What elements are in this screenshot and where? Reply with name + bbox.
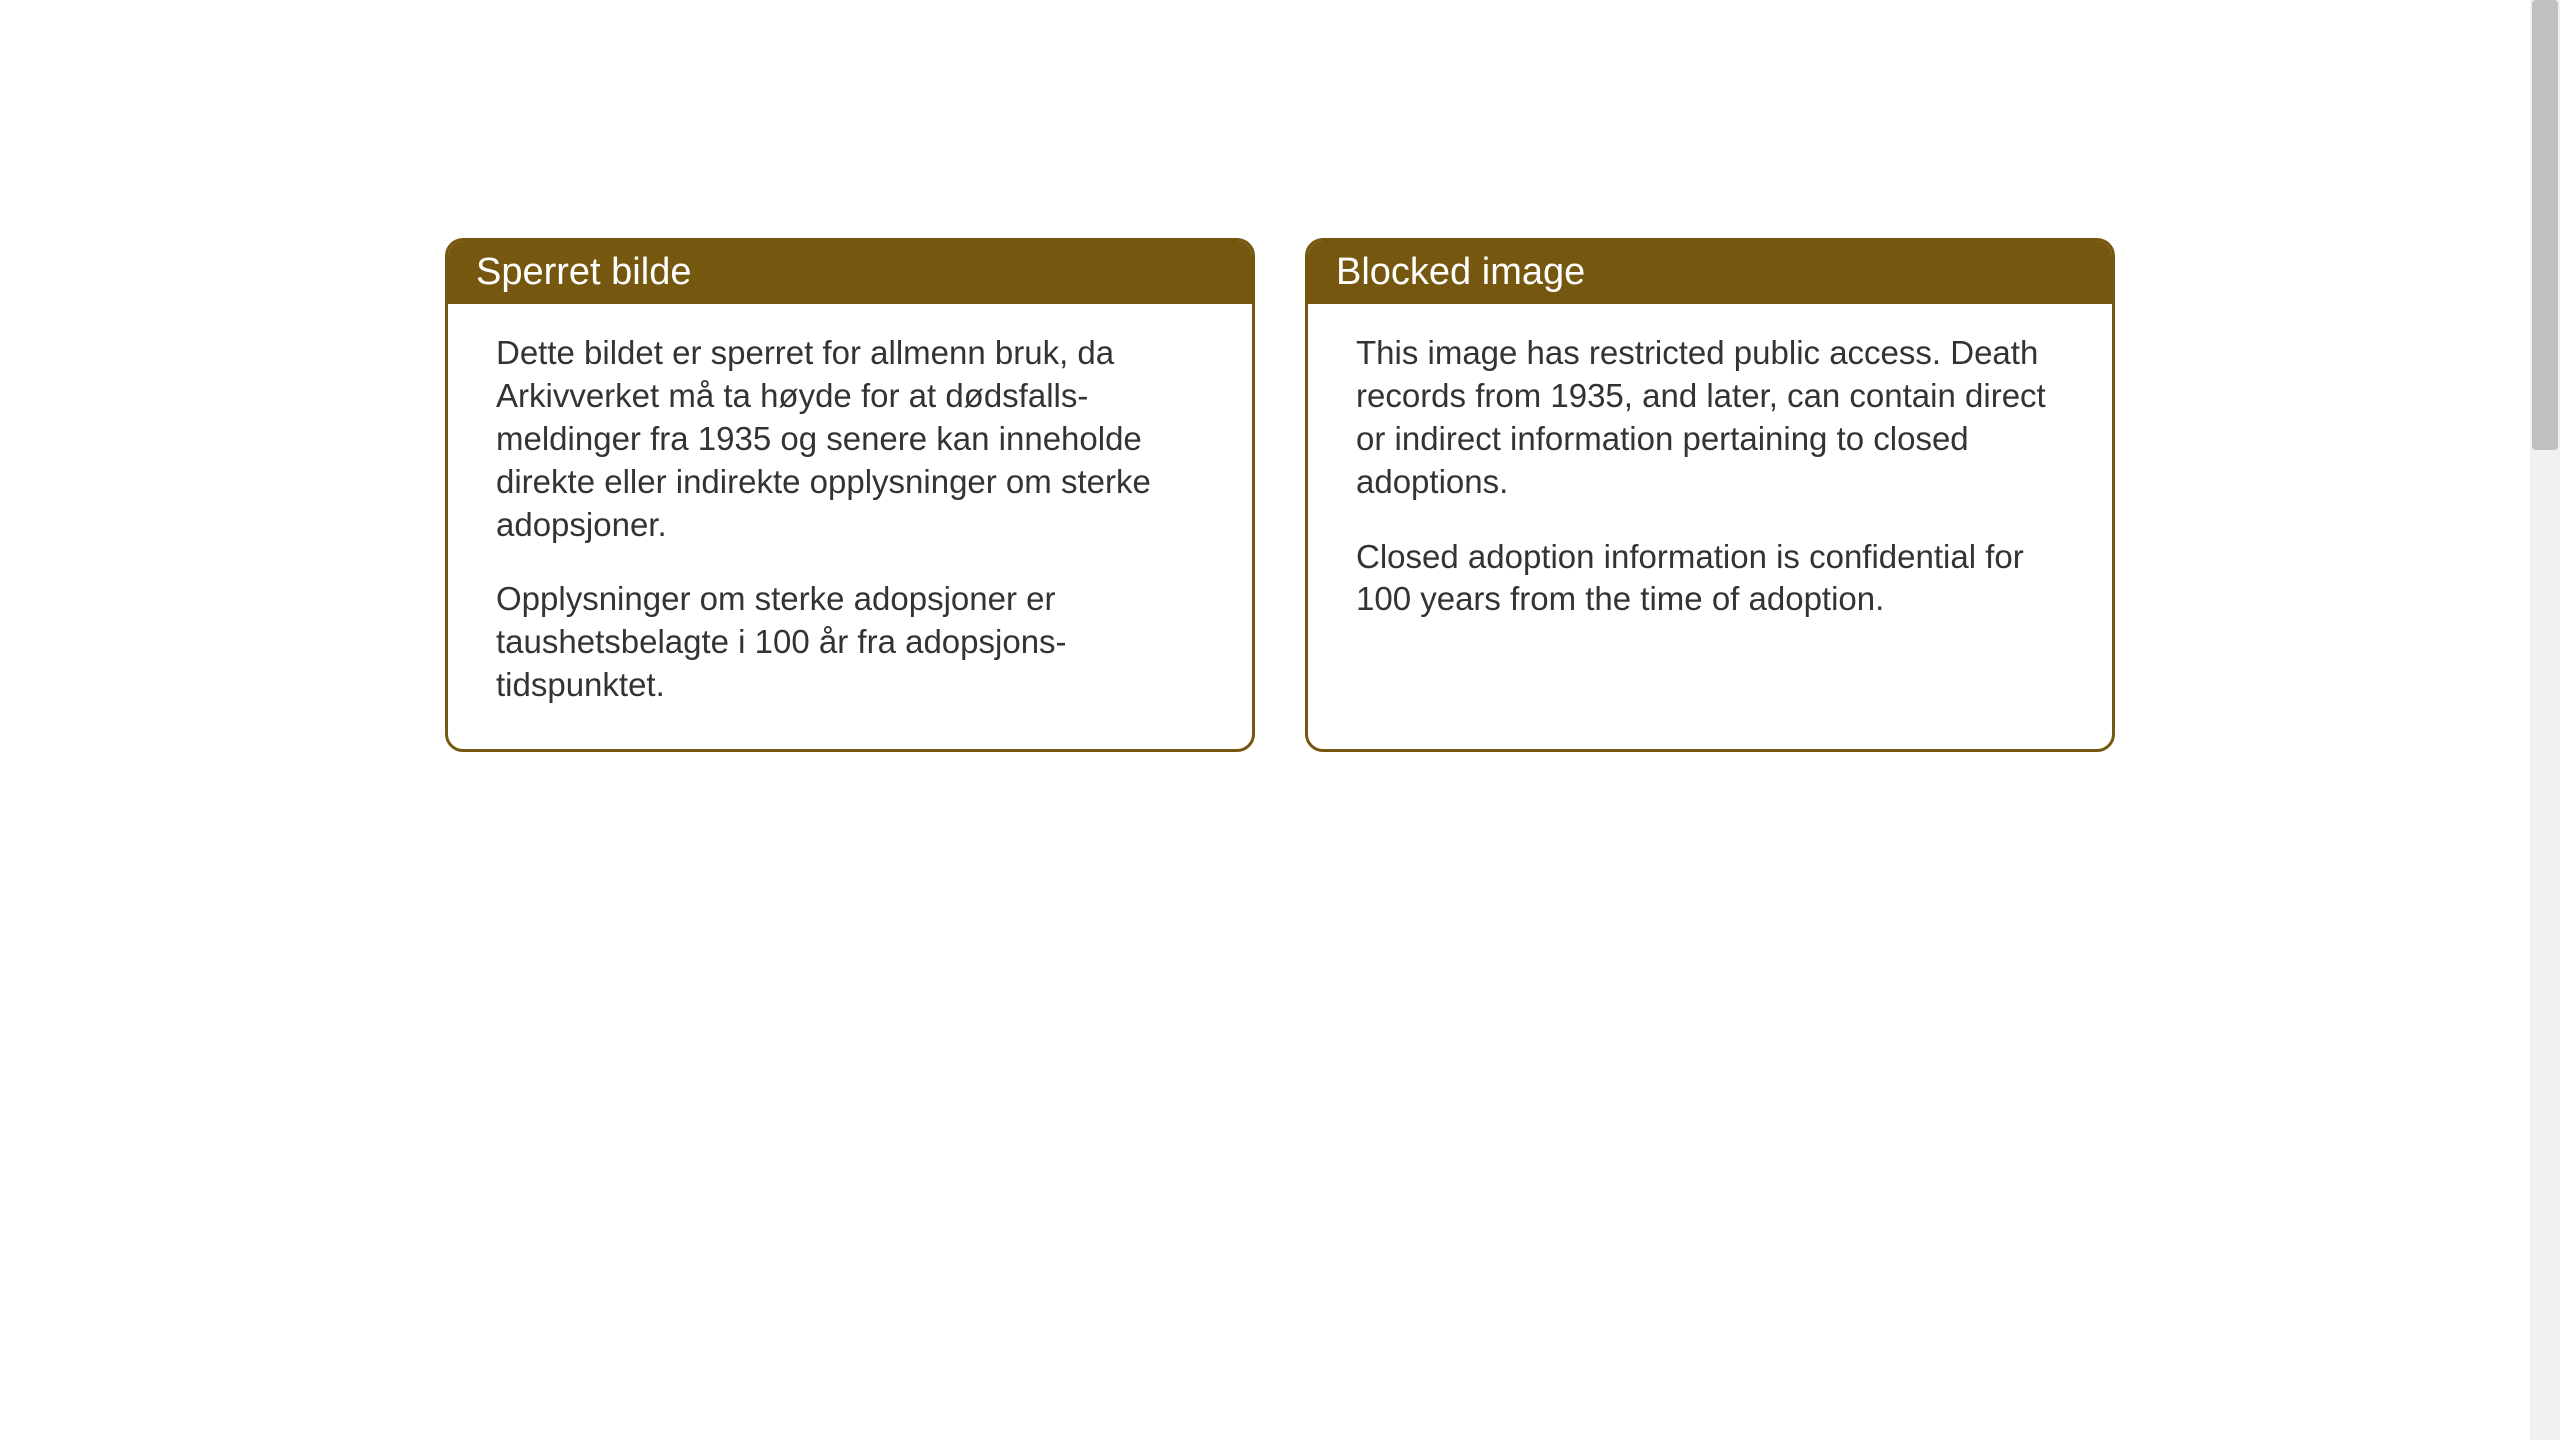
english-card-title: Blocked image (1336, 251, 1585, 293)
norwegian-card-body: Dette bildet er sperret for allmenn bruk… (448, 304, 1252, 749)
norwegian-card-header: Sperret bilde (448, 241, 1252, 304)
norwegian-paragraph-1: Dette bildet er sperret for allmenn bruk… (496, 332, 1204, 546)
notice-container: Sperret bilde Dette bildet er sperret fo… (445, 238, 2115, 752)
scrollbar-thumb[interactable] (2532, 0, 2558, 450)
english-paragraph-2: Closed adoption information is confident… (1356, 536, 2064, 622)
english-card-body: This image has restricted public access.… (1308, 304, 2112, 663)
scrollbar-track[interactable] (2530, 0, 2560, 1440)
norwegian-paragraph-2: Opplysninger om sterke adopsjoner er tau… (496, 578, 1204, 707)
english-paragraph-1: This image has restricted public access.… (1356, 332, 2064, 504)
norwegian-card-title: Sperret bilde (476, 251, 691, 293)
english-card: Blocked image This image has restricted … (1305, 238, 2115, 752)
english-card-header: Blocked image (1308, 241, 2112, 304)
norwegian-card: Sperret bilde Dette bildet er sperret fo… (445, 238, 1255, 752)
